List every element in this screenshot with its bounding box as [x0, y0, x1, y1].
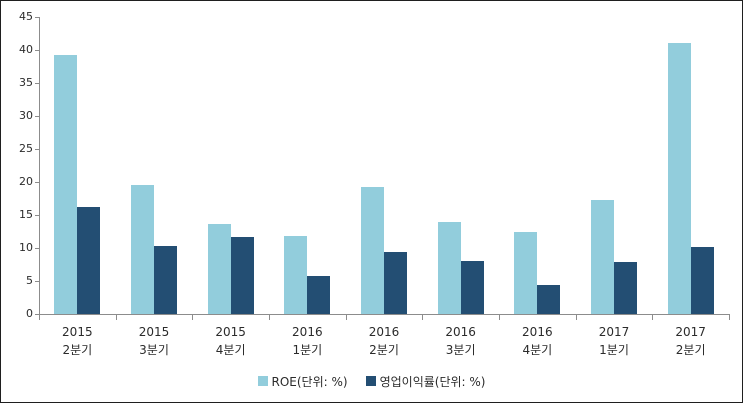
x-axis-tick [575, 315, 577, 320]
roe-bar [437, 221, 461, 314]
x-axis-category-label: 2015 4분기 [215, 325, 246, 357]
y-axis-tick-label: 20 [19, 175, 33, 188]
x-axis-tick [115, 315, 117, 320]
operating-margin-series-swatch-icon [365, 376, 376, 386]
operating-margin-bar [77, 207, 101, 314]
x-axis-tick [345, 315, 347, 320]
operating-margin-bar [614, 261, 637, 314]
y-axis-tick [35, 281, 39, 282]
y-axis-tick [35, 215, 39, 216]
operating-margin-bar [154, 246, 177, 314]
operating-margin-bar [460, 261, 484, 314]
legend-item-roe: ROE(단위: %) [257, 373, 348, 390]
x-axis-tick [269, 315, 270, 320]
operating-margin-bar [307, 276, 331, 314]
y-axis-tick-label: 45 [19, 10, 33, 23]
operating-margin-bar [230, 237, 254, 314]
roe-bar [131, 184, 154, 314]
y-axis-tick-label: 5 [26, 274, 33, 287]
y-axis-tick [35, 50, 39, 51]
y-axis-tick [35, 248, 39, 249]
roe-bar [514, 232, 538, 314]
operating-margin-bar [537, 284, 561, 314]
operating-margin-bar [690, 247, 714, 314]
y-axis-tick-label: 0 [26, 307, 33, 320]
roe-bar [284, 236, 308, 314]
roe-bar [207, 223, 231, 314]
x-axis-tick [499, 315, 500, 320]
y-axis-tick-label: 35 [19, 76, 33, 89]
roe-bar [361, 186, 384, 314]
x-axis-category-label: 2016 3분기 [445, 325, 476, 357]
legend-label-roe: ROE(단위: %) [271, 374, 348, 389]
y-axis-tick [35, 149, 39, 150]
x-axis-category-label: 2015 3분기 [138, 325, 170, 357]
roe-bar [667, 43, 691, 314]
x-axis-line [39, 314, 730, 315]
x-axis-tick [39, 315, 40, 320]
y-axis-tick-label: 25 [19, 142, 33, 155]
x-axis-category-label: 2017 1분기 [598, 325, 630, 357]
roe-series-swatch-icon [257, 376, 268, 386]
y-axis-tick-label: 30 [19, 109, 33, 122]
y-axis-tick-label: 15 [19, 208, 33, 221]
operating-margin-bar [384, 251, 407, 314]
x-axis-category-label: 2016 1분기 [292, 325, 323, 357]
chart-legend: ROE(단위: %) 영업이익률(단위: %) [1, 372, 742, 390]
x-axis-tick [422, 315, 424, 320]
legend-item-operating-margin: 영업이익률(단위: %) [365, 373, 486, 390]
x-axis-category-label: 2015 2분기 [62, 325, 93, 357]
x-axis-tick [729, 315, 730, 320]
y-axis-tick-label: 40 [19, 43, 33, 56]
x-axis-category-label: 2016 4분기 [522, 325, 553, 357]
x-axis-tick [192, 315, 194, 320]
y-axis-tick [35, 17, 39, 18]
y-axis-tick [35, 83, 39, 84]
roe-bar [54, 54, 78, 314]
x-axis-category-label: 2016 2분기 [368, 325, 400, 357]
legend-label-operating-margin: 영업이익률(단위: %) [379, 374, 486, 389]
y-axis-tick [35, 182, 39, 183]
y-axis-tick-label: 10 [19, 241, 33, 254]
y-axis-line [39, 17, 40, 314]
y-axis-tick [35, 314, 39, 315]
x-axis-tick [652, 315, 654, 320]
roe-bar [591, 200, 614, 314]
x-axis-category-label: 2017 2분기 [675, 325, 706, 357]
y-axis-tick [35, 116, 39, 117]
